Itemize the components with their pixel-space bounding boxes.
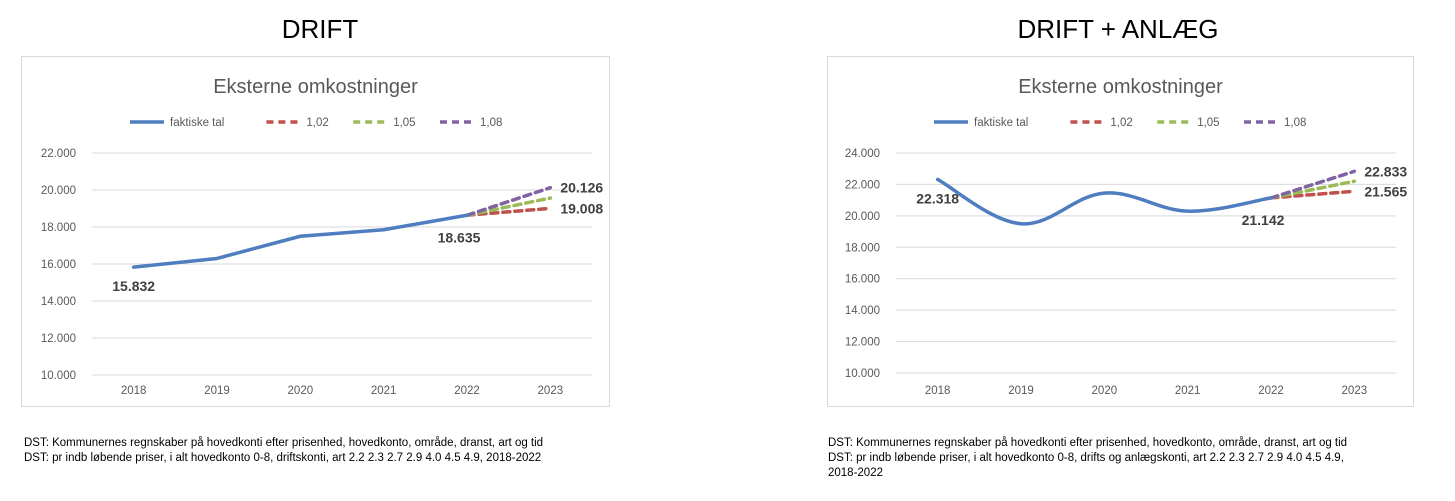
y-tick-label: 20.000 (41, 185, 76, 197)
legend-label-f108: 1,08 (480, 117, 502, 129)
series-line-faktiske (131, 213, 469, 269)
source-line: DST: pr indb løbende priser, i alt hoved… (828, 452, 1344, 464)
y-tick-label: 14.000 (41, 296, 76, 308)
x-tick-label: 2019 (204, 385, 230, 397)
data-label: 19.008 (560, 200, 603, 216)
legend-label-faktiske: faktiske tal (170, 117, 224, 129)
y-tick-label: 16.000 (41, 259, 76, 271)
y-tick-label: 16.000 (845, 274, 880, 286)
data-label: 22.833 (1364, 163, 1407, 179)
x-tick-label: 2018 (925, 385, 951, 397)
chart-frame-drift: Eksterne omkostninger faktiske tal 1,02 1,0… (21, 56, 610, 407)
data-label: 20.126 (560, 180, 603, 196)
x-tick-label: 2023 (1342, 385, 1368, 397)
series-line-f108 (1269, 169, 1357, 200)
chart-frame-drift-anlaeg: Eksterne omkostninger faktiske tal 1,02 1,0… (827, 56, 1414, 407)
source-line: DST: Kommunernes regnskaber på hovedkont… (828, 437, 1348, 449)
x-tick-label: 2022 (454, 385, 480, 397)
data-label: 21.142 (1242, 212, 1285, 228)
x-tick-label: 2020 (288, 385, 314, 397)
legend-label-f102: 1,02 (1110, 117, 1132, 129)
source-line: DST: Kommunernes regnskaber på hovedkont… (24, 437, 544, 449)
panel-heading-drift: DRIFT (281, 14, 359, 44)
source-line: 2018-2022 (828, 467, 883, 479)
legend-label-f108: 1,08 (1284, 117, 1306, 129)
source-line: DST: pr indb løbende priser, i alt hoved… (24, 452, 542, 464)
source-note-drift-anlaeg: DST: Kommunernes regnskaber på hovedkont… (828, 436, 1428, 481)
chart-title: Eksterne omkostninger (213, 76, 418, 98)
x-tick-label: 2018 (121, 385, 147, 397)
x-tick-label: 2023 (538, 385, 564, 397)
y-tick-label: 18.000 (41, 222, 76, 234)
data-label: 15.832 (112, 278, 155, 294)
y-tick-label: 22.000 (845, 179, 880, 191)
chart-drift: Eksterne omkostninger faktiske tal 1,02 1,0… (41, 76, 604, 397)
y-tick-label: 14.000 (845, 305, 880, 317)
chart-drift-anlaeg: Eksterne omkostninger faktiske tal 1,02 1,0… (845, 76, 1408, 397)
x-tick-label: 2020 (1092, 385, 1118, 397)
x-tick-label: 2021 (1175, 385, 1201, 397)
chart-title: Eksterne omkostninger (1018, 76, 1223, 98)
data-label: 21.565 (1364, 183, 1407, 199)
legend-label-faktiske: faktiske tal (974, 117, 1028, 129)
legend-label-f102: 1,02 (306, 117, 328, 129)
x-tick-label: 2021 (371, 385, 397, 397)
x-tick-label: 2022 (1258, 385, 1284, 397)
series-line-faktiske (935, 177, 1273, 226)
y-tick-label: 12.000 (845, 337, 880, 349)
y-tick-label: 12.000 (41, 333, 76, 345)
legend-label-f105: 1,05 (393, 117, 415, 129)
y-tick-label: 18.000 (845, 242, 880, 254)
x-tick-label: 2019 (1008, 385, 1034, 397)
y-tick-label: 10.000 (845, 368, 880, 380)
legend-label-f105: 1,05 (1197, 117, 1219, 129)
y-tick-label: 20.000 (845, 211, 880, 223)
series-line-f108 (465, 185, 553, 218)
y-tick-label: 22.000 (41, 148, 76, 160)
source-note-drift: DST: Kommunernes regnskaber på hovedkont… (24, 436, 674, 466)
data-label: 22.318 (916, 190, 959, 206)
panel-heading-drift-anlaeg: DRIFT + ANLÆG (1017, 14, 1219, 44)
y-tick-label: 10.000 (41, 370, 76, 382)
y-tick-label: 24.000 (845, 148, 880, 160)
data-label: 18.635 (438, 229, 481, 245)
